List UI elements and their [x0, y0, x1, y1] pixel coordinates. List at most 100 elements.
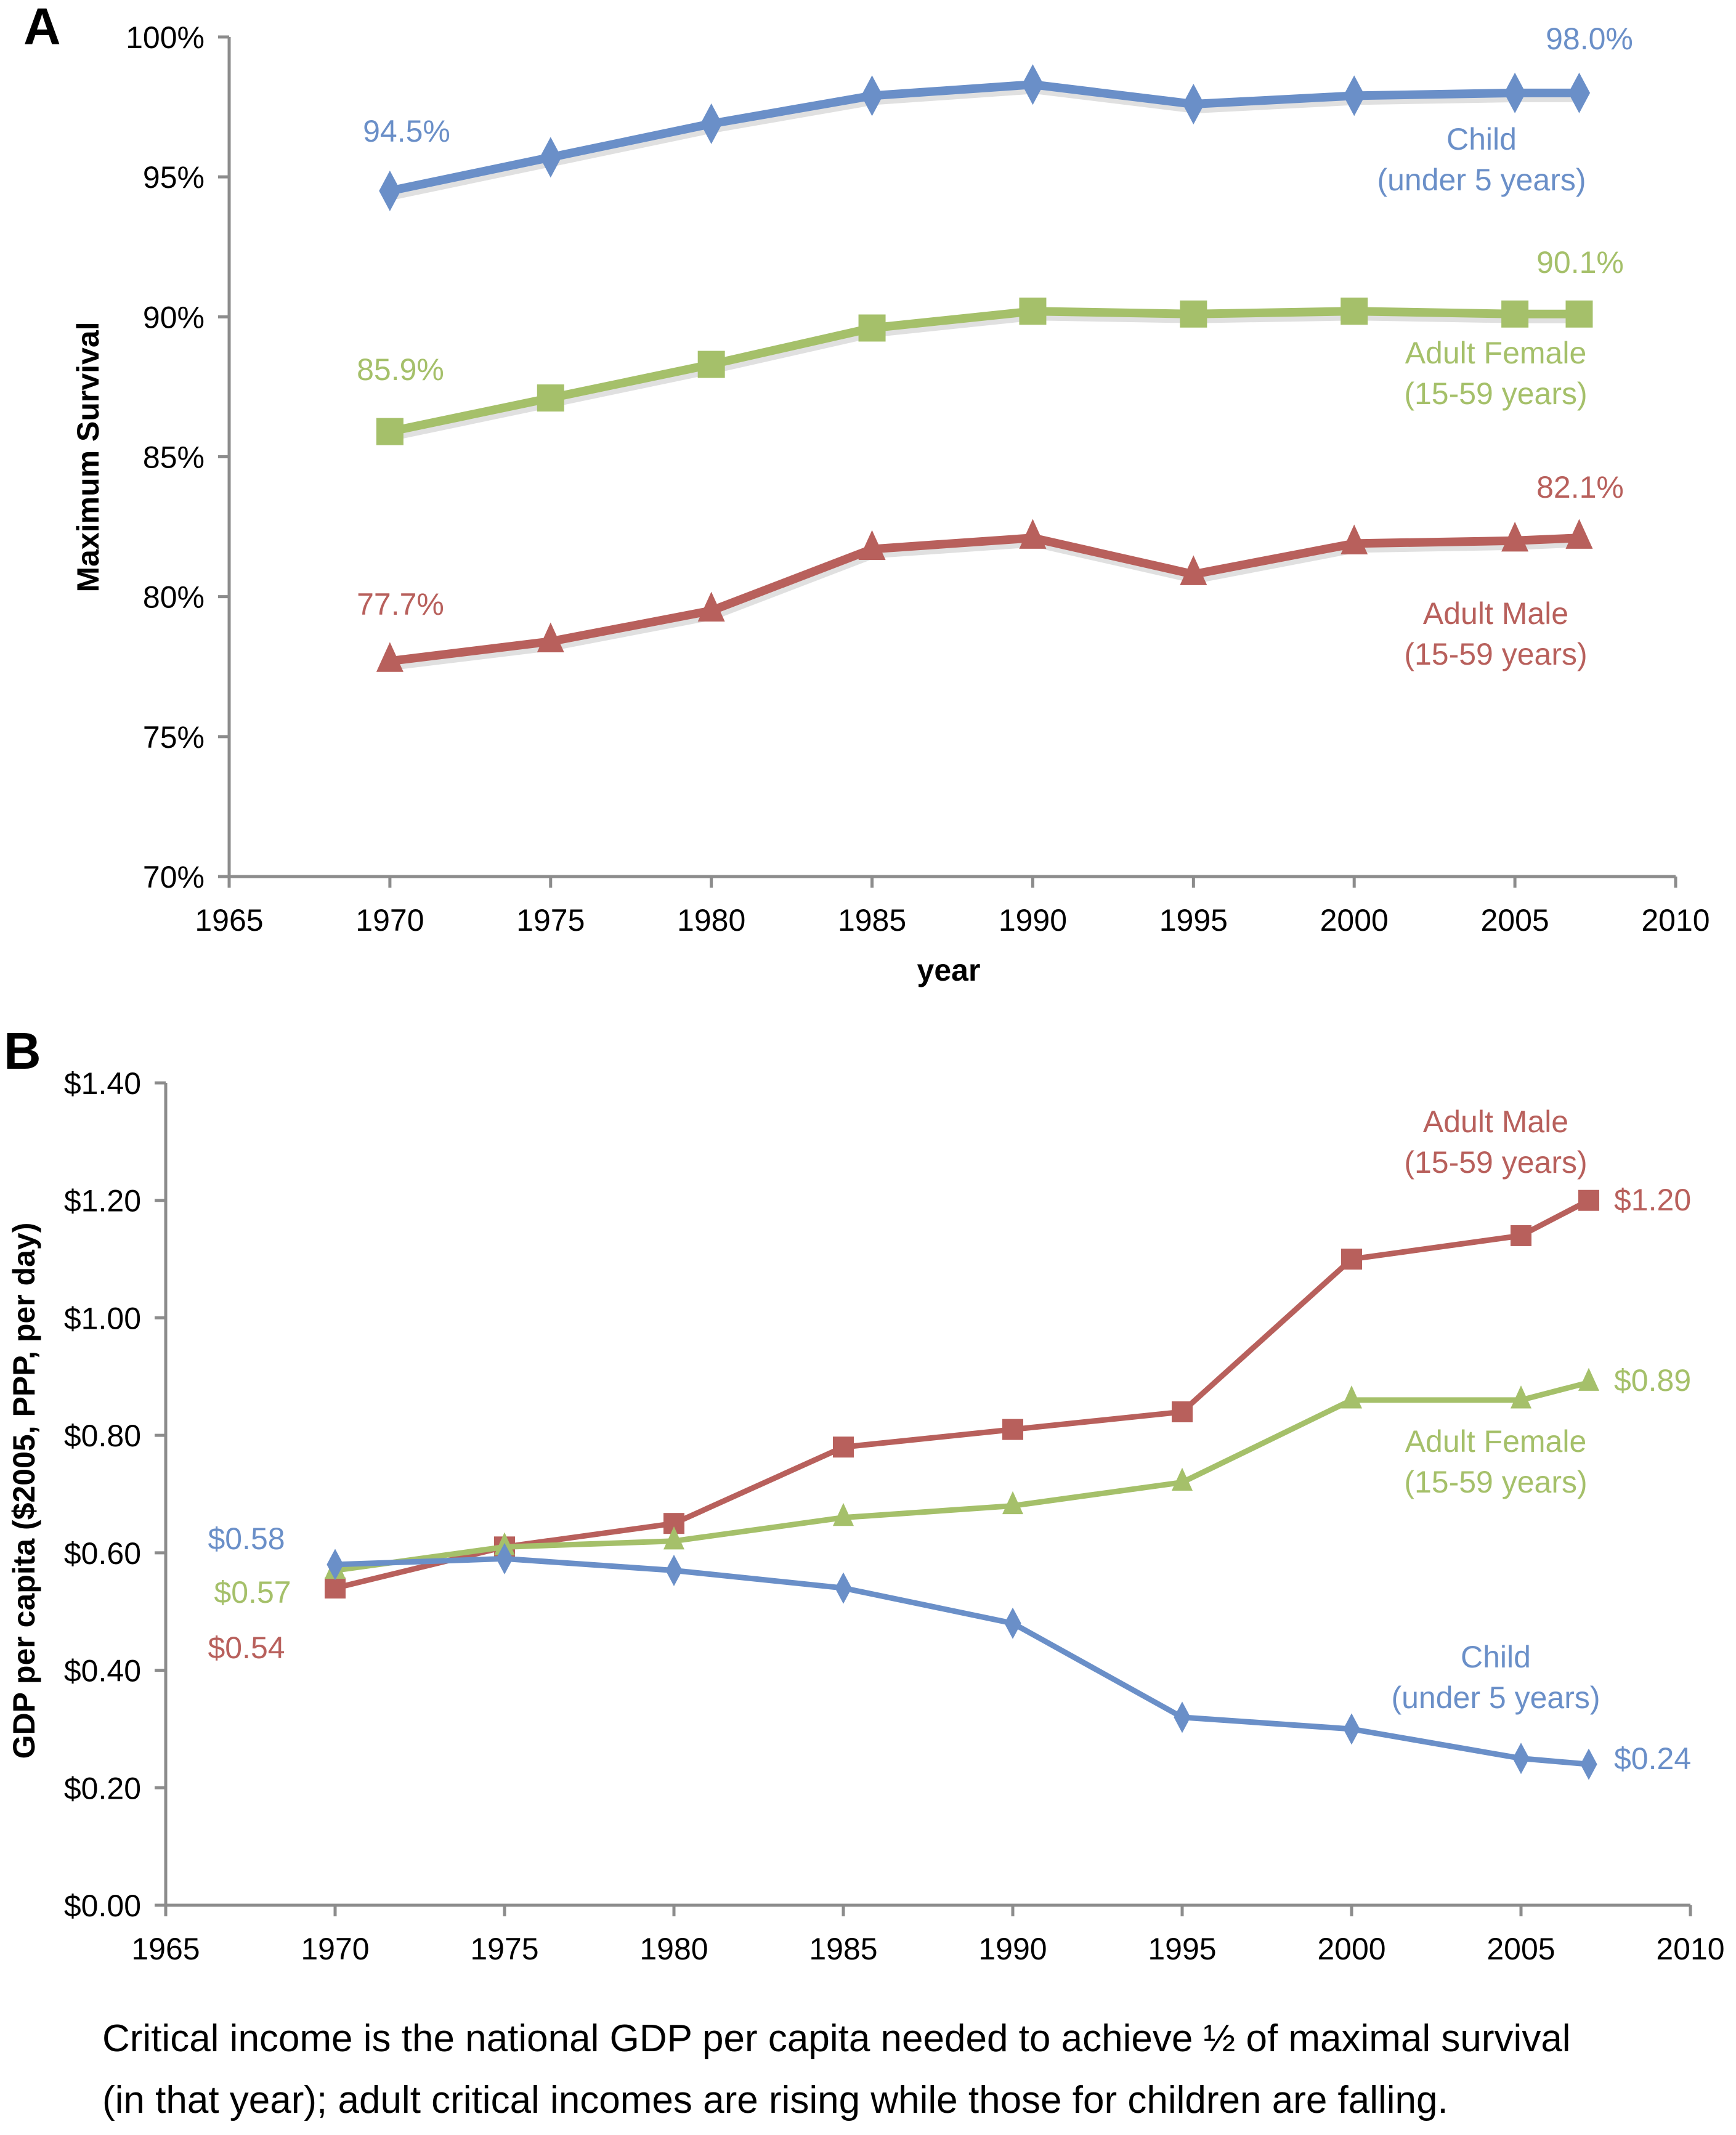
series-name-label: (15-59 years)	[1404, 637, 1587, 671]
square-marker	[833, 1436, 854, 1458]
square-marker	[1341, 1249, 1362, 1270]
series-name-label: Adult Female	[1405, 1424, 1587, 1459]
y-tick-label: $1.20	[64, 1184, 141, 1218]
series-name-label: Child	[1446, 122, 1517, 156]
series-female: $0.57 $0.89 Adult Female (15-59 years)	[214, 1363, 1691, 1610]
square-marker	[1578, 1189, 1599, 1211]
triangle-marker	[1341, 1385, 1362, 1409]
end-value-label: $1.20	[1614, 1183, 1691, 1217]
x-tick-label: 1985	[838, 903, 906, 938]
square-marker	[858, 314, 886, 342]
series-line	[389, 307, 1580, 436]
panel-b-axes: $0.00 $0.20 $0.40 $0.60 $0.80 $1.00 $1.20 $1.40…	[64, 1066, 1725, 1966]
end-value-label: 90.1%	[1536, 245, 1624, 280]
start-value-label: $0.54	[208, 1631, 285, 1665]
x-tick-label: 1990	[978, 1932, 1047, 1966]
panel-a-axes: 70% 75% 80% 85% 90% 95% 100% 1965 1970 1975 1980 19…	[126, 20, 1710, 938]
series-name-label: Child	[1461, 1640, 1531, 1674]
square-marker	[1019, 298, 1047, 325]
y-tick-label: 80%	[143, 580, 205, 615]
y-tick-label: $0.40	[64, 1654, 141, 1688]
series-line	[334, 1197, 1591, 1591]
diamond-marker	[1504, 72, 1526, 113]
start-value-label: 77.7%	[357, 587, 444, 622]
x-tick-label: 2005	[1480, 903, 1549, 938]
square-marker	[537, 384, 564, 412]
panel-a-label: A	[23, 0, 61, 55]
series-male: $0.54 $1.20 Adult Male (15-59 years)	[208, 1104, 1691, 1665]
series-name-label: (15-59 years)	[1404, 1465, 1587, 1499]
square-marker	[1180, 300, 1207, 328]
y-tick-label: $0.20	[64, 1771, 141, 1805]
x-tick-label: 1970	[355, 903, 424, 938]
y-tick-label: 75%	[143, 720, 205, 755]
series-child: 94.5% 98.0% Child (under 5 years)	[363, 22, 1633, 211]
triangle-marker	[1511, 1385, 1531, 1409]
triangle-marker	[697, 591, 725, 622]
x-tick-label: 1990	[999, 903, 1067, 938]
end-value-label: 82.1%	[1536, 470, 1624, 504]
square-marker	[1501, 300, 1529, 328]
series-name-label: (15-59 years)	[1404, 1145, 1587, 1180]
triangle-marker	[1501, 522, 1529, 552]
x-tick-label: 1965	[195, 903, 263, 938]
panel-a-chart: A 70% 75% 80% 85% 90% 95% 100% 1965 1970 1975 1980…	[23, 0, 1710, 987]
triangle-marker	[376, 642, 404, 672]
panel-b-y-axis-title: GDP per capita ($2005, PPP, per day)	[7, 1223, 41, 1759]
y-tick-label: $0.80	[64, 1419, 141, 1453]
triangle-marker	[1002, 1491, 1023, 1515]
square-marker	[1172, 1401, 1193, 1422]
series-line-shadow	[391, 538, 1581, 671]
triangle-marker	[663, 1526, 684, 1550]
end-value-label: $0.24	[1614, 1741, 1691, 1776]
y-tick-label: $1.40	[64, 1066, 141, 1101]
diamond-marker	[665, 1554, 683, 1586]
series-line	[335, 1555, 1589, 1767]
square-marker	[697, 350, 725, 378]
figure-caption: Critical income is the national GDP per …	[102, 2017, 1571, 2121]
triangle-marker	[1341, 524, 1368, 554]
caption-line-2: (in that year); adult critical incomes a…	[102, 2079, 1448, 2121]
y-tick-label: $0.00	[64, 1889, 141, 1923]
y-tick-label: 100%	[126, 20, 205, 55]
x-tick-label: 2010	[1641, 903, 1710, 938]
series-name-label: (under 5 years)	[1391, 1680, 1600, 1715]
diamond-marker	[540, 137, 562, 178]
start-value-label: $0.57	[214, 1575, 291, 1610]
diamond-marker	[379, 170, 401, 211]
x-tick-label: 2010	[1656, 1932, 1724, 1966]
y-tick-label: 85%	[143, 440, 205, 475]
diamond-marker	[1512, 1743, 1530, 1775]
start-value-label: $0.58	[208, 1521, 285, 1556]
diamond-marker	[1343, 1713, 1360, 1745]
square-marker	[1565, 300, 1593, 328]
y-tick-label: $0.60	[64, 1536, 141, 1571]
series-name-label: Adult Male	[1423, 1104, 1568, 1139]
diamond-marker	[1343, 75, 1365, 116]
x-tick-label: 2000	[1320, 903, 1389, 938]
x-tick-label: 1995	[1159, 903, 1228, 938]
y-tick-label: 70%	[143, 860, 205, 894]
series-female: 85.9% 90.1% Adult Female (15-59 years)	[357, 245, 1624, 445]
triangle-marker	[1172, 1467, 1193, 1491]
series-line-shadow	[391, 312, 1581, 441]
diamond-marker	[1021, 64, 1044, 105]
triangle-marker	[1180, 555, 1207, 585]
caption-line-1: Critical income is the national GDP per …	[102, 2017, 1571, 2060]
panel-b-label: B	[4, 1022, 41, 1080]
triangle-marker	[1578, 1367, 1599, 1391]
square-marker	[376, 418, 404, 445]
panel-a-series: 94.5% 98.0% Child (under 5 years) 85.9% 90.1%…	[357, 22, 1633, 672]
x-tick-label: 2005	[1487, 1932, 1555, 1966]
start-value-label: 94.5%	[363, 114, 450, 148]
series-name-label: Adult Female	[1405, 336, 1587, 370]
x-tick-label: 1975	[470, 1932, 538, 1966]
panel-b-chart: B $0.00 $0.20 $0.40 $0.60 $0.80 $1.00 $1.20 $1.…	[4, 1022, 1725, 1966]
triangle-marker	[833, 1502, 854, 1526]
x-tick-label: 2000	[1317, 1932, 1385, 1966]
triangle-marker	[537, 622, 564, 652]
x-tick-label: 1965	[131, 1932, 200, 1966]
square-marker	[1511, 1225, 1531, 1246]
